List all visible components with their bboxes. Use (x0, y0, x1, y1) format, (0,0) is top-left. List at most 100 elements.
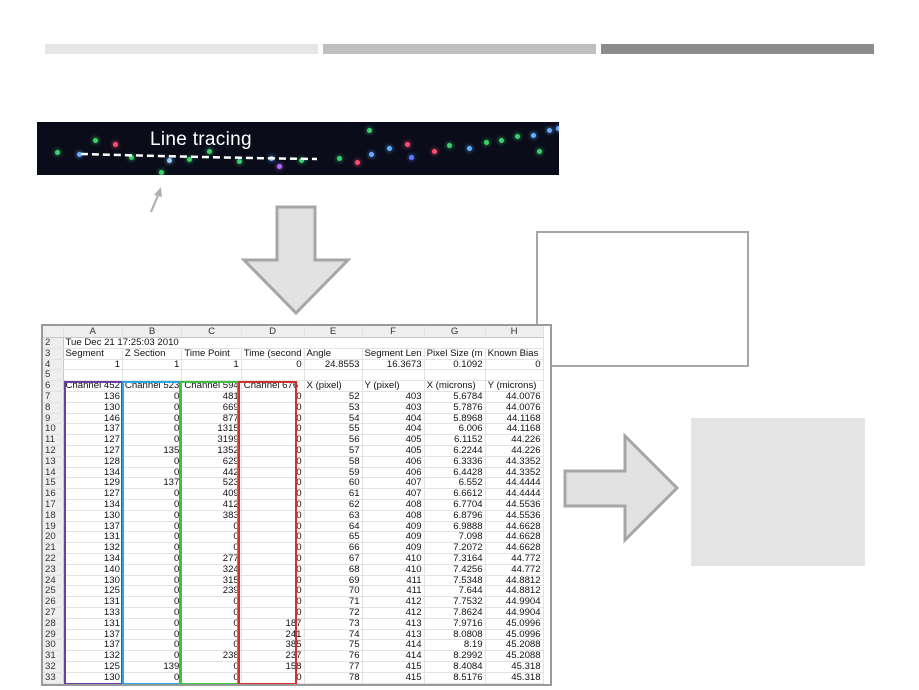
column-header-h[interactable]: H (485, 326, 544, 338)
cell[interactable]: 125 (63, 661, 123, 673)
cell[interactable] (485, 369, 544, 382)
cell[interactable]: 44.8812 (485, 575, 544, 587)
cell[interactable]: 238 (181, 650, 242, 662)
cell[interactable]: 5.8968 (424, 413, 486, 425)
row-number[interactable]: 22 (43, 553, 64, 565)
cell[interactable]: 44.9904 (485, 607, 544, 619)
cell[interactable]: 187 (241, 618, 305, 630)
cell[interactable]: 8.4084 (424, 661, 486, 673)
cell[interactable]: 59 (304, 467, 363, 479)
cell[interactable]: 130 (63, 672, 123, 684)
cell[interactable]: 55 (304, 423, 363, 436)
cell[interactable]: 0 (241, 521, 305, 533)
cell[interactable]: 0 (181, 607, 242, 619)
cell[interactable]: 134 (63, 499, 123, 511)
cell[interactable]: 8.2992 (424, 650, 486, 662)
cell[interactable]: 0 (122, 618, 183, 630)
cell[interactable]: 406 (362, 456, 425, 468)
cell[interactable]: 44.0076 (485, 402, 544, 414)
cell[interactable]: Time (second (241, 348, 305, 360)
cell[interactable]: 127 (63, 434, 123, 446)
cell[interactable]: 3199 (181, 434, 242, 446)
cell[interactable]: 137 (63, 629, 123, 641)
cell[interactable]: 7.9716 (424, 618, 486, 630)
cell[interactable]: 1 (181, 359, 242, 371)
cell[interactable]: 0 (241, 434, 305, 446)
row-number[interactable]: 15 (43, 477, 64, 490)
cell[interactable]: 1352 (181, 445, 242, 457)
cell[interactable]: 45.2088 (485, 650, 544, 662)
cell[interactable]: 0 (122, 650, 183, 662)
cell[interactable]: 413 (362, 618, 425, 630)
cell[interactable]: 0 (122, 553, 183, 565)
cell[interactable]: 74 (304, 629, 363, 641)
row-number[interactable]: 18 (43, 510, 64, 522)
cell[interactable]: 127 (63, 488, 123, 500)
cell[interactable]: 0.1092 (424, 359, 486, 371)
cell[interactable]: 383 (181, 510, 242, 522)
row-number[interactable]: 8 (43, 402, 64, 414)
cell[interactable]: 405 (362, 445, 425, 457)
cell[interactable]: 408 (362, 499, 425, 511)
column-header-d[interactable]: D (241, 326, 305, 338)
cell[interactable]: 44.5536 (485, 510, 544, 522)
cell[interactable]: X (pixel) (304, 380, 363, 392)
cell[interactable]: 44.4444 (485, 477, 544, 490)
cell[interactable]: 403 (362, 402, 425, 414)
cell[interactable]: 406 (362, 467, 425, 479)
cell[interactable]: 412 (362, 607, 425, 619)
cell[interactable]: 133 (63, 607, 123, 619)
cell[interactable]: 134 (63, 553, 123, 565)
cell[interactable]: 0 (241, 672, 305, 684)
cell[interactable]: 0 (122, 413, 183, 425)
cell[interactable]: 0 (241, 391, 305, 403)
cell[interactable]: 414 (362, 639, 425, 652)
cell[interactable]: 409 (362, 521, 425, 533)
row-number[interactable]: 7 (43, 391, 64, 403)
cell[interactable]: 128 (63, 456, 123, 468)
cell[interactable]: 60 (304, 477, 363, 490)
column-header-e[interactable]: E (304, 326, 363, 338)
cell[interactable]: 0 (122, 434, 183, 446)
cell[interactable]: 0 (122, 639, 183, 652)
row-number[interactable]: 24 (43, 575, 64, 587)
cell[interactable]: 0 (241, 510, 305, 522)
cell[interactable]: 6.7704 (424, 499, 486, 511)
cell[interactable]: 131 (63, 531, 123, 544)
cell[interactable]: 0 (181, 542, 242, 554)
cell[interactable]: 404 (362, 413, 425, 425)
cell[interactable]: 7.3164 (424, 553, 486, 565)
cell[interactable]: 0 (122, 585, 183, 598)
cell[interactable]: 158 (241, 661, 305, 673)
cell[interactable]: 0 (122, 510, 183, 522)
cell[interactable]: 415 (362, 661, 425, 673)
cell[interactable]: 0 (122, 391, 183, 403)
cell[interactable]: Tue Dec 21 17:25:03 2010 (63, 337, 544, 349)
cell[interactable]: 137 (63, 521, 123, 533)
cell[interactable]: 409 (181, 488, 242, 500)
cell[interactable]: 0 (122, 456, 183, 468)
row-number[interactable]: 25 (43, 585, 64, 598)
cell[interactable]: 442 (181, 467, 242, 479)
cell[interactable]: 0 (122, 521, 183, 533)
cell[interactable]: 75 (304, 639, 363, 652)
cell[interactable]: 0 (485, 359, 544, 371)
cell[interactable]: 0 (181, 629, 242, 641)
cell[interactable]: 7.098 (424, 531, 486, 544)
cell[interactable]: 7.8624 (424, 607, 486, 619)
cell[interactable]: 0 (241, 488, 305, 500)
row-number[interactable]: 12 (43, 445, 64, 457)
cell[interactable]: 0 (122, 402, 183, 414)
row-number[interactable]: 19 (43, 521, 64, 533)
cell[interactable]: 132 (63, 542, 123, 554)
cell[interactable]: 71 (304, 596, 363, 608)
cell[interactable]: 44.6628 (485, 542, 544, 554)
cell[interactable]: Time Point (181, 348, 242, 360)
column-header-f[interactable]: F (362, 326, 425, 338)
cell[interactable]: Angle (304, 348, 363, 360)
row-number[interactable]: 21 (43, 542, 64, 554)
cell[interactable]: 0 (122, 596, 183, 608)
cell[interactable]: 63 (304, 510, 363, 522)
cell[interactable]: 0 (122, 499, 183, 511)
cell[interactable]: 69 (304, 575, 363, 587)
